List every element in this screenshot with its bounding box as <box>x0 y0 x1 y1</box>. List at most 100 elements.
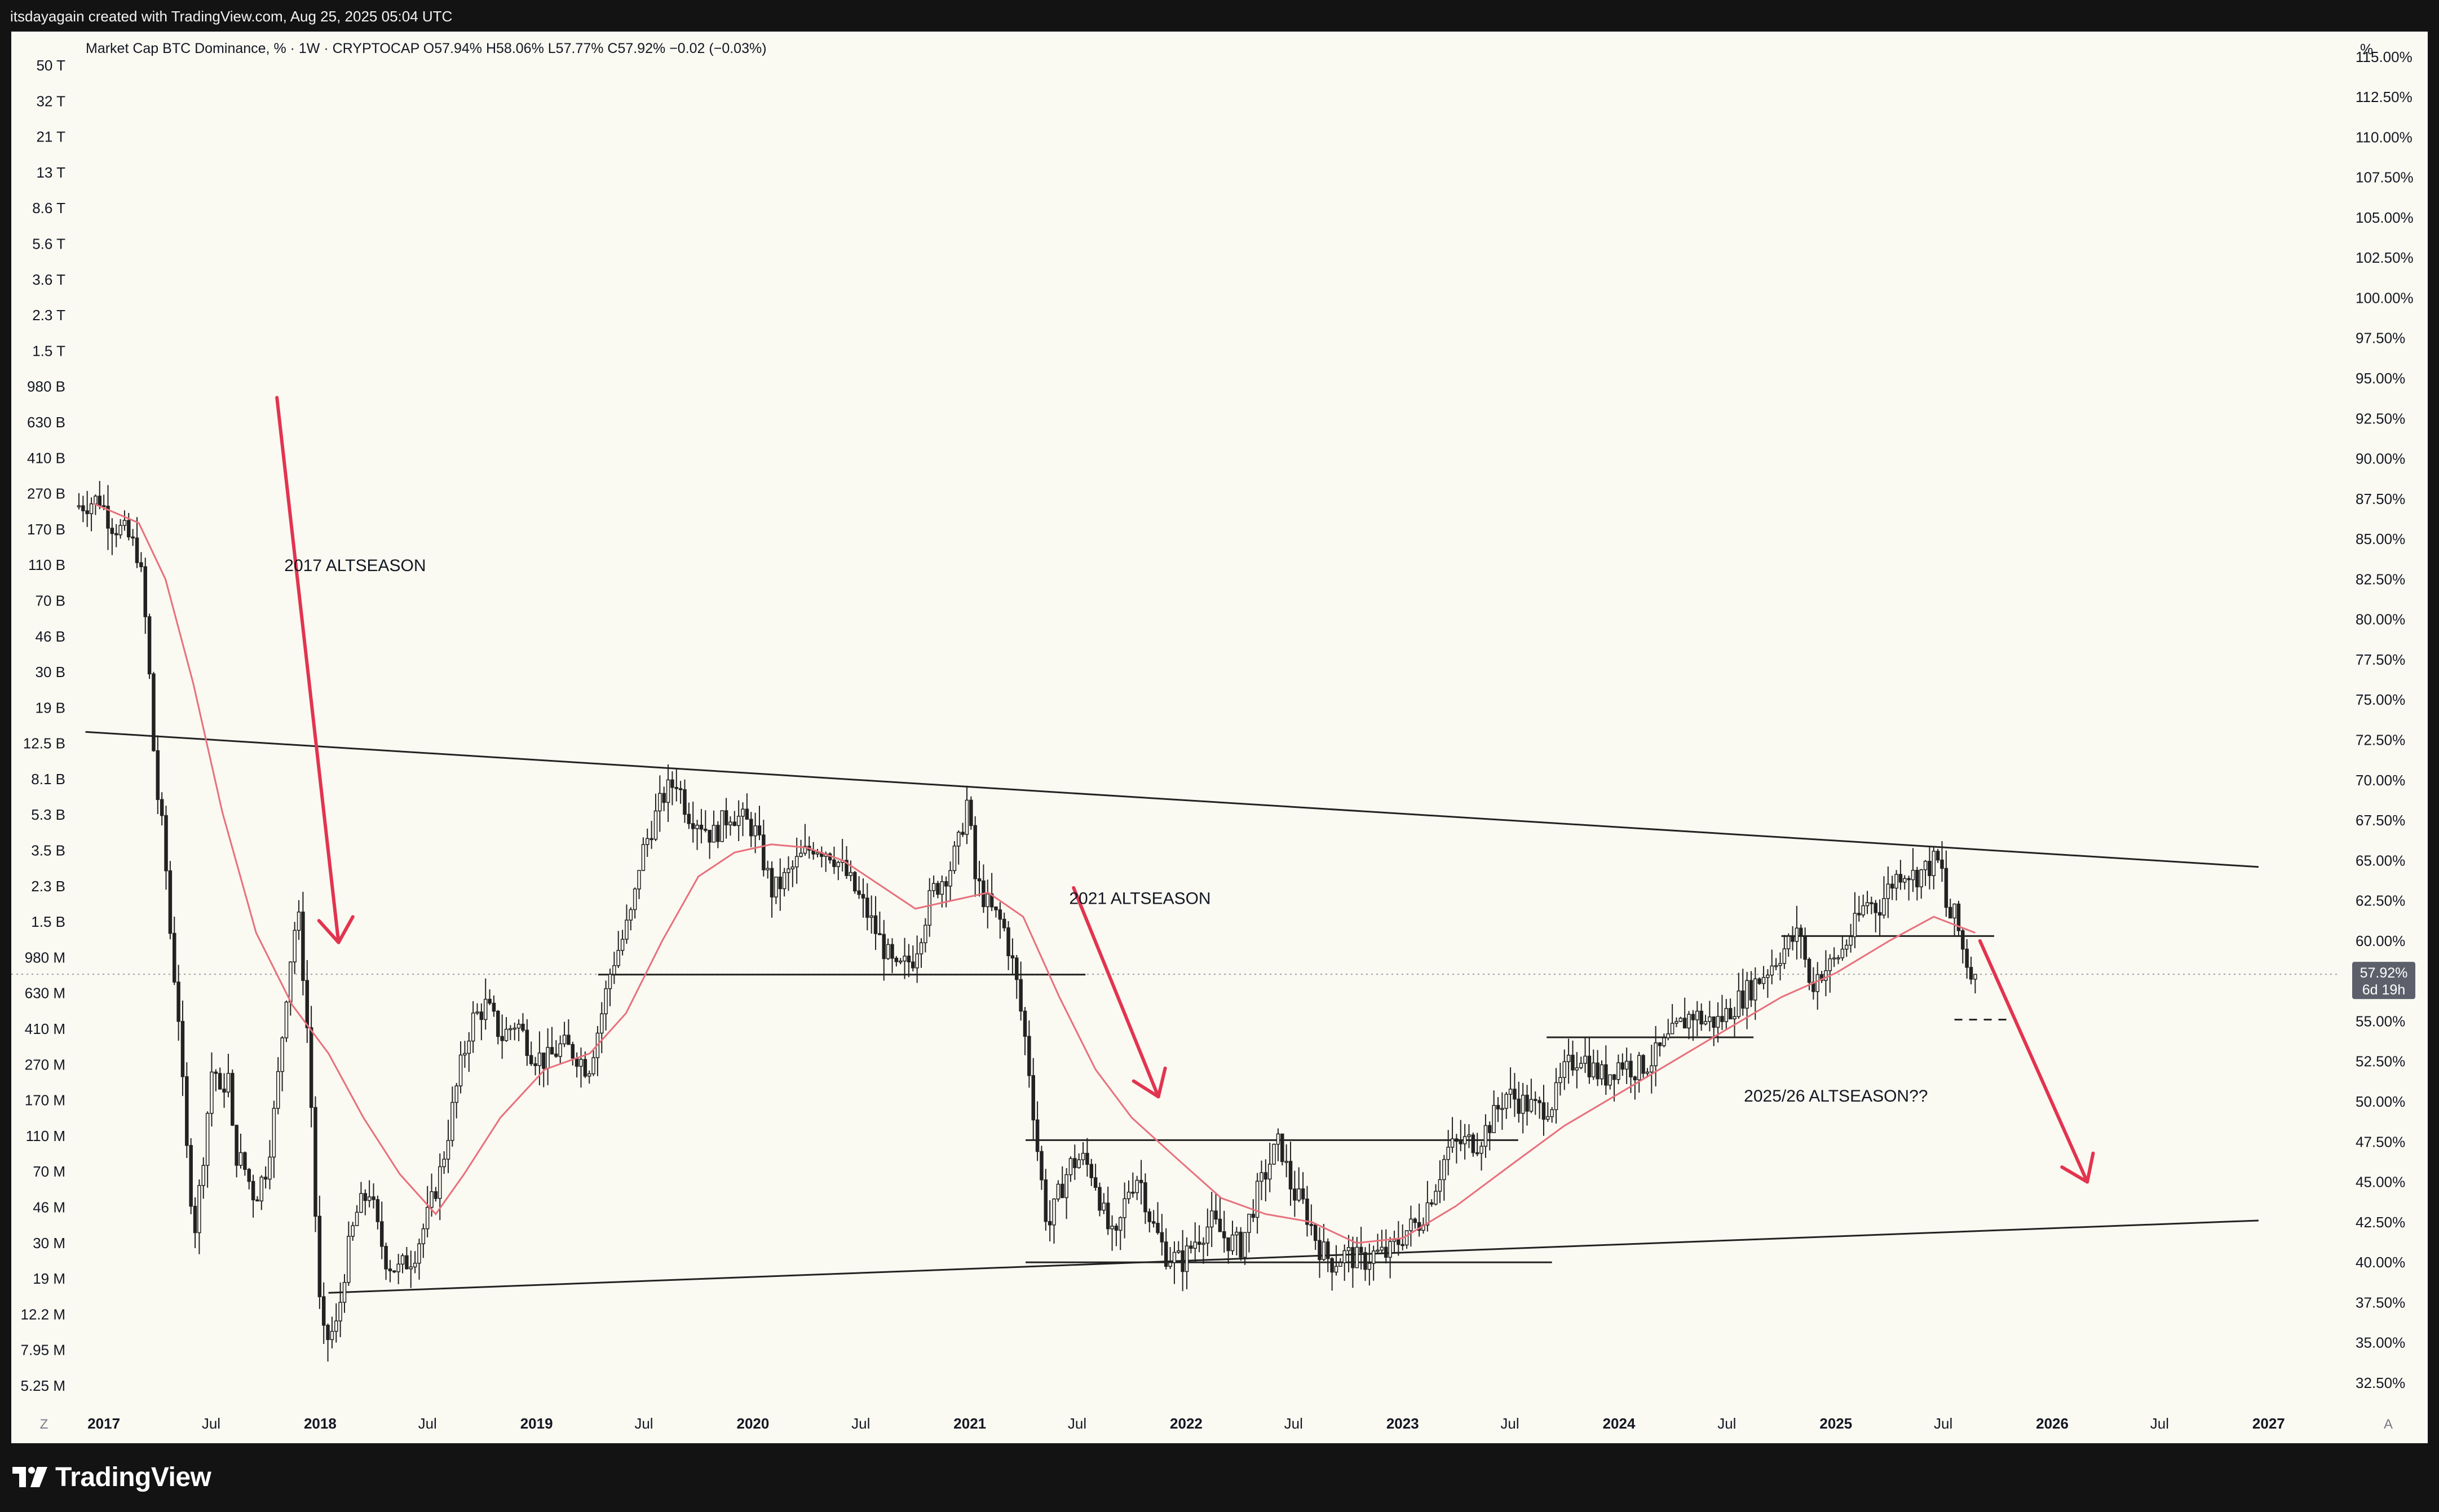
candle <box>1330 1258 1334 1273</box>
candle <box>882 934 886 960</box>
candle <box>488 998 492 1004</box>
candle <box>160 799 164 816</box>
candle <box>131 536 135 539</box>
candle <box>367 1196 372 1201</box>
arrow-2025[interactable] <box>1978 939 2089 1184</box>
candle <box>1048 1221 1052 1226</box>
left-axis-label: 30 B <box>36 664 66 680</box>
candle <box>1293 1188 1297 1201</box>
candle <box>1015 957 1019 980</box>
candle <box>1745 980 1749 1009</box>
x-axis-label: 2019 <box>520 1415 553 1432</box>
left-axis-label: 5.25 M <box>21 1377 66 1394</box>
candle <box>1695 1010 1699 1020</box>
candle <box>1534 1099 1537 1101</box>
attribution-text: itsdayagain created with TradingView.com… <box>10 8 453 25</box>
left-axis-label: 7.95 M <box>21 1342 66 1359</box>
candle <box>1135 1179 1139 1193</box>
candle <box>1189 1245 1193 1249</box>
candle <box>1807 958 1811 983</box>
right-axis-label: 87.50% <box>2356 490 2405 507</box>
candle <box>500 1036 504 1041</box>
arrow-2021[interactable] <box>1072 886 1160 1099</box>
candle <box>251 1181 255 1201</box>
candle <box>1488 1125 1492 1133</box>
arrow-2021-head <box>1132 1066 1167 1099</box>
candle <box>1956 903 1961 931</box>
chart-area[interactable]: 5.25 M 7.95 M 12.2 M 19 M 30 M 46 M 70 M 110 M 1… <box>0 0 2439 1443</box>
candle <box>1467 1134 1471 1137</box>
lower-trendline[interactable] <box>328 1219 2259 1294</box>
x-axis-label: 2024 <box>1603 1415 1636 1432</box>
tradingview-logo[interactable]: TradingView <box>12 1460 211 1494</box>
candle <box>720 810 724 842</box>
right-axis-label: 47.50% <box>2356 1133 2405 1150</box>
candle <box>886 944 890 960</box>
right-axis-label: 52.50% <box>2356 1053 2405 1070</box>
right-axis-label: 45.00% <box>2356 1174 2405 1191</box>
candle <box>1098 1187 1102 1211</box>
x-axis-label: Jul <box>1068 1415 1086 1432</box>
candle <box>1455 1138 1459 1142</box>
candle <box>1678 1018 1683 1022</box>
candle <box>1102 1202 1106 1211</box>
candle <box>1708 1016 1712 1022</box>
candle <box>973 825 977 879</box>
candle <box>1172 1252 1177 1263</box>
x-axis-label: 2020 <box>736 1415 769 1432</box>
candle <box>940 881 944 895</box>
candle <box>1608 1074 1612 1086</box>
x-axis-label: Jul <box>634 1415 653 1432</box>
left-axis-label: 1.5 T <box>32 342 65 359</box>
candle <box>683 789 687 815</box>
right-axis-label: 32.50% <box>2356 1374 2405 1391</box>
candle <box>1222 1231 1226 1239</box>
candle <box>1624 1060 1629 1070</box>
candle <box>301 912 305 981</box>
candle <box>728 821 732 825</box>
arrow-2017[interactable] <box>275 396 341 944</box>
candle <box>604 988 608 1015</box>
candle <box>442 1159 446 1168</box>
annotation-2017-altseason: 2017 ALTSEASON <box>284 556 426 575</box>
candle <box>903 956 907 962</box>
candle <box>1035 1119 1040 1152</box>
candle <box>1948 907 1952 919</box>
candle <box>135 537 139 563</box>
candle <box>695 824 699 829</box>
candle <box>1870 902 1874 904</box>
upper-trendline[interactable] <box>85 731 2259 868</box>
candle <box>1367 1263 1372 1270</box>
candle <box>1404 1230 1409 1246</box>
left-axis-label: 46 M <box>33 1199 65 1216</box>
candle <box>1355 1246 1359 1268</box>
candle <box>1840 948 1845 958</box>
candle <box>1795 927 1799 942</box>
candle <box>1119 1217 1123 1231</box>
candle <box>235 1125 238 1166</box>
left-axis-label: 12.2 M <box>21 1306 66 1323</box>
ohlc-value: H58.06% <box>486 41 548 56</box>
candle <box>1620 1062 1625 1070</box>
candle <box>542 1053 546 1069</box>
candle <box>276 1071 280 1109</box>
candle <box>653 810 658 840</box>
candle <box>1782 948 1787 964</box>
candle <box>363 1193 368 1201</box>
candle <box>1894 874 1898 889</box>
candle <box>1151 1221 1156 1224</box>
candle <box>1492 1105 1496 1133</box>
candle <box>1260 1172 1263 1182</box>
candle <box>1226 1237 1230 1252</box>
candle <box>454 1085 458 1103</box>
left-axis-label: 5.3 B <box>31 806 65 823</box>
moving-average-line[interactable] <box>93 503 1976 1244</box>
candle <box>1089 1164 1094 1178</box>
candle <box>1247 1213 1251 1233</box>
candle <box>1297 1188 1301 1201</box>
candle <box>998 909 1002 920</box>
candle <box>1799 927 1803 937</box>
candle <box>1450 1138 1455 1148</box>
candle <box>1720 1016 1724 1022</box>
attribution-bar: itsdayagain created with TradingView.com… <box>0 0 2439 33</box>
